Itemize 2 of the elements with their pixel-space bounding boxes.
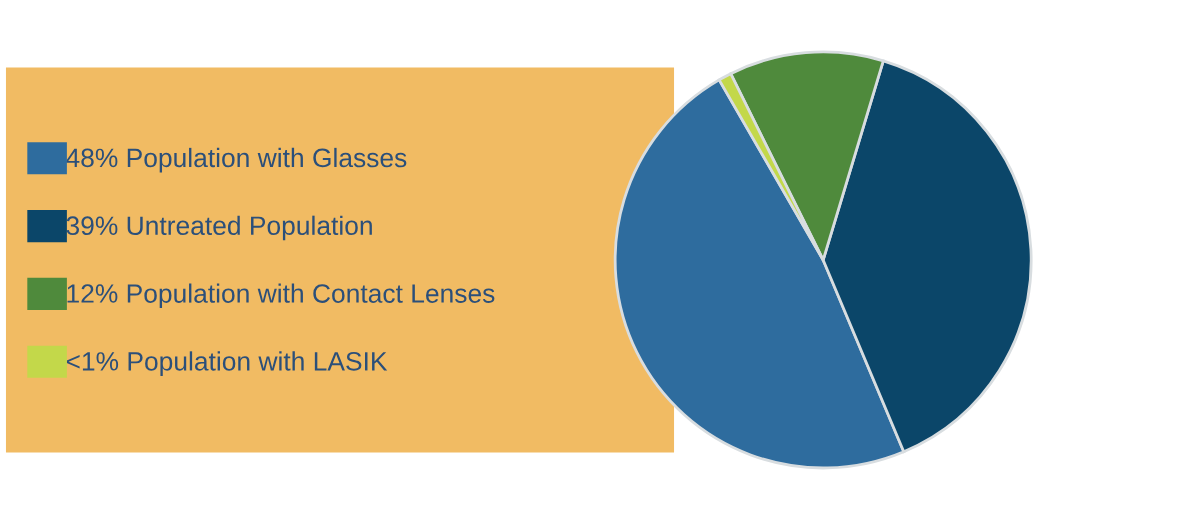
legend-label: <1% Population with LASIK xyxy=(66,351,388,376)
legend-label: 12% Population with Contact Lenses xyxy=(67,283,495,309)
